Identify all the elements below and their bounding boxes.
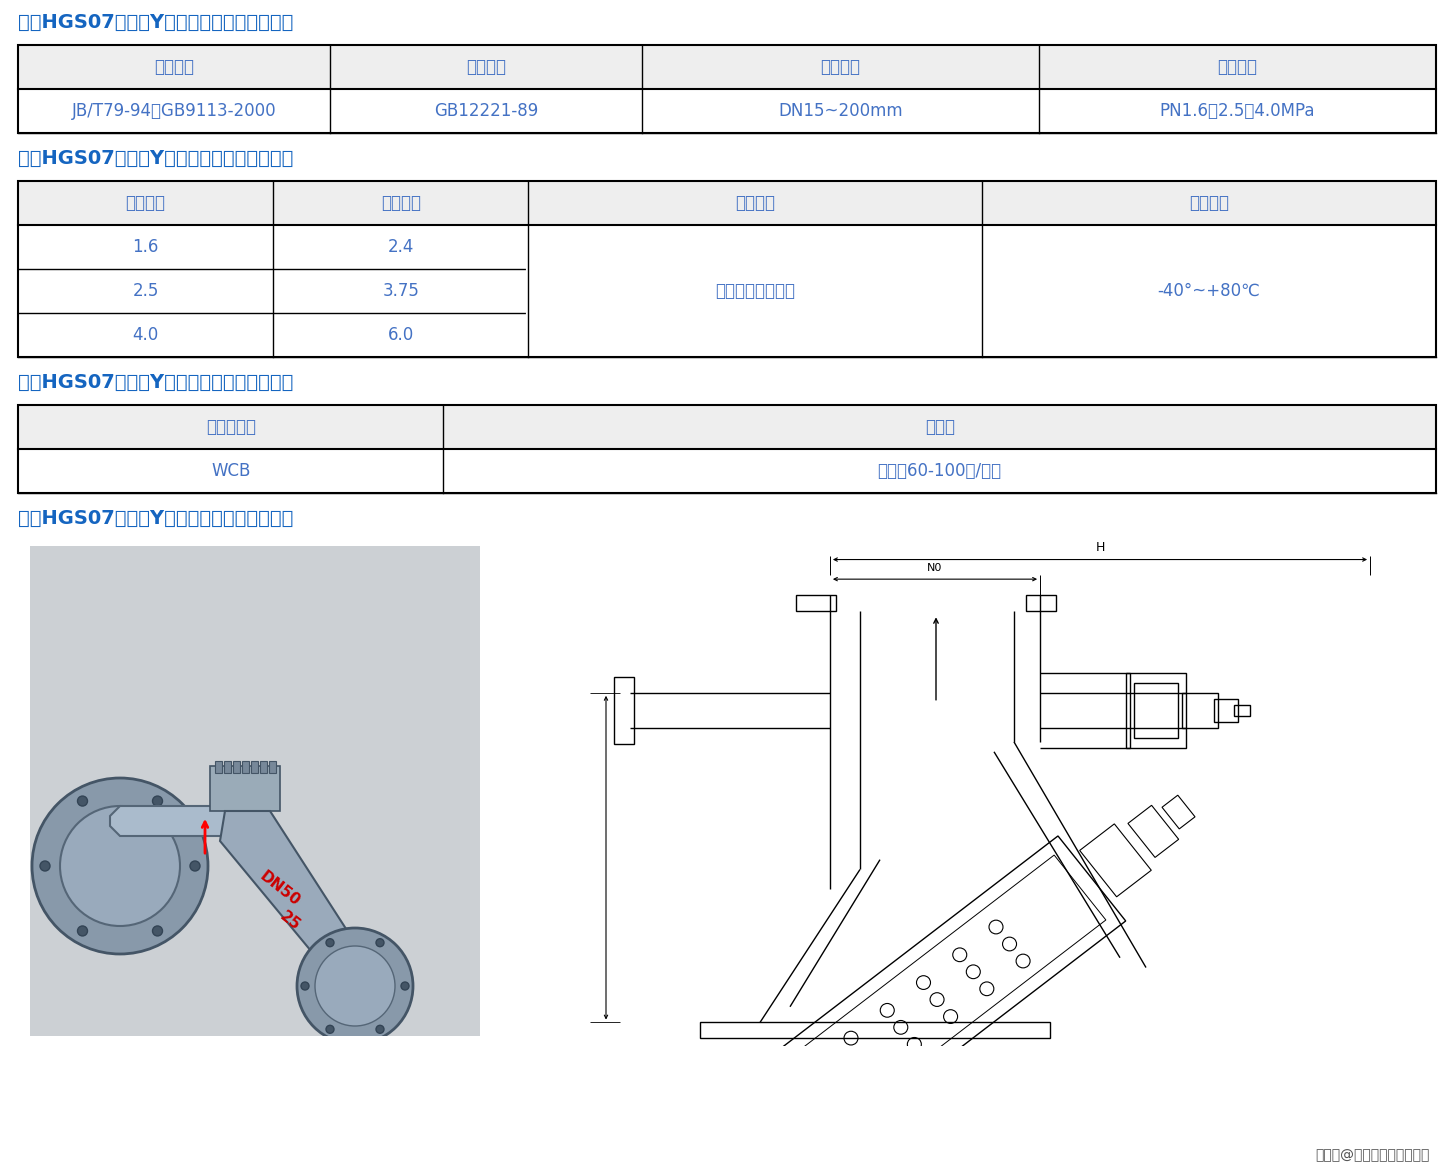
Polygon shape	[221, 811, 370, 986]
Text: 不锈钢60-100目/英寸: 不锈钢60-100目/英寸	[877, 463, 1002, 480]
Text: PN1.6、2.5、4.0MPa: PN1.6、2.5、4.0MPa	[1160, 102, 1316, 120]
Circle shape	[376, 939, 383, 946]
Bar	[796, 595, 836, 610]
Text: GB12221-89: GB12221-89	[434, 102, 539, 120]
Bar	[260, 761, 267, 772]
Bar	[614, 677, 635, 744]
Text: 阀体、盖板: 阀体、盖板	[206, 418, 256, 436]
Bar	[17, 45, 1436, 133]
Circle shape	[376, 1025, 383, 1033]
Bar	[224, 761, 231, 772]
Text: 25: 25	[277, 909, 303, 935]
Bar	[269, 761, 276, 772]
Circle shape	[315, 946, 395, 1026]
Text: 结构长度: 结构长度	[466, 58, 505, 76]
Text: 1.6: 1.6	[132, 238, 158, 256]
Circle shape	[152, 796, 163, 807]
Bar	[1125, 674, 1186, 748]
Text: 过滤网: 过滤网	[925, 418, 955, 436]
Text: 公称压力: 公称压力	[1217, 58, 1257, 76]
Bar	[1027, 595, 1056, 610]
Text: -40°~+80℃: -40°~+80℃	[1157, 282, 1260, 301]
Bar	[251, 761, 258, 772]
Bar	[215, 761, 222, 772]
Text: JB/T79-94、GB9113-2000: JB/T79-94、GB9113-2000	[71, 102, 276, 120]
Bar	[17, 45, 1436, 89]
Text: 公称通径: 公称通径	[820, 58, 861, 76]
Text: 适宜温度: 适宜温度	[1189, 194, 1230, 212]
Text: 6.0: 6.0	[388, 326, 414, 344]
Circle shape	[190, 861, 200, 871]
Bar	[1214, 699, 1239, 722]
Text: 壳体试验: 壳体试验	[380, 194, 421, 212]
Text: 搜狐号@上海奇众阀门技术员: 搜狐号@上海奇众阀门技术员	[1316, 1148, 1430, 1162]
Circle shape	[327, 939, 334, 946]
Circle shape	[32, 778, 208, 954]
Bar	[17, 181, 1436, 225]
Bar	[211, 765, 280, 811]
Text: DN15~200mm: DN15~200mm	[778, 102, 903, 120]
Text: 液化气、天然气等: 液化气、天然气等	[716, 282, 796, 301]
Circle shape	[401, 981, 409, 990]
Text: DN50: DN50	[257, 869, 303, 909]
Text: 二、HGS07液化气Y型过滤器主要设计参数：: 二、HGS07液化气Y型过滤器主要设计参数：	[17, 13, 293, 32]
Circle shape	[327, 1025, 334, 1033]
Bar	[1134, 683, 1178, 738]
Text: 法兰连接: 法兰连接	[154, 58, 195, 76]
Text: 五、HGS07液化气Y型过滤器主要外形尺寸：: 五、HGS07液化气Y型过滤器主要外形尺寸：	[17, 510, 293, 528]
Text: 4.0: 4.0	[132, 326, 158, 344]
Text: 三、HGS07液化气Y型过滤器主要性能参数：: 三、HGS07液化气Y型过滤器主要性能参数：	[17, 149, 293, 168]
Bar	[30, 546, 481, 1035]
Bar	[1182, 693, 1218, 728]
Circle shape	[60, 807, 180, 926]
Polygon shape	[110, 807, 270, 836]
Bar	[17, 405, 1436, 448]
Bar	[17, 405, 1436, 493]
Circle shape	[77, 926, 87, 936]
Text: N0: N0	[928, 564, 942, 573]
Circle shape	[301, 981, 309, 990]
Text: 3.75: 3.75	[382, 282, 420, 301]
Bar	[17, 181, 1436, 357]
Bar	[232, 761, 240, 772]
Circle shape	[298, 927, 412, 1044]
Bar	[242, 761, 248, 772]
Text: 2.4: 2.4	[388, 238, 414, 256]
Circle shape	[41, 861, 49, 871]
Circle shape	[152, 926, 163, 936]
Circle shape	[77, 796, 87, 807]
Text: 四、HGS07液化气Y型过滤器主要零件材料：: 四、HGS07液化气Y型过滤器主要零件材料：	[17, 373, 293, 392]
Bar	[1234, 704, 1250, 716]
Text: 适用介质: 适用介质	[735, 194, 775, 212]
Bar	[700, 1023, 1050, 1038]
Text: H: H	[1095, 541, 1105, 554]
Text: 公称压力: 公称压力	[126, 194, 166, 212]
Text: WCB: WCB	[211, 463, 250, 480]
Text: 2.5: 2.5	[132, 282, 158, 301]
